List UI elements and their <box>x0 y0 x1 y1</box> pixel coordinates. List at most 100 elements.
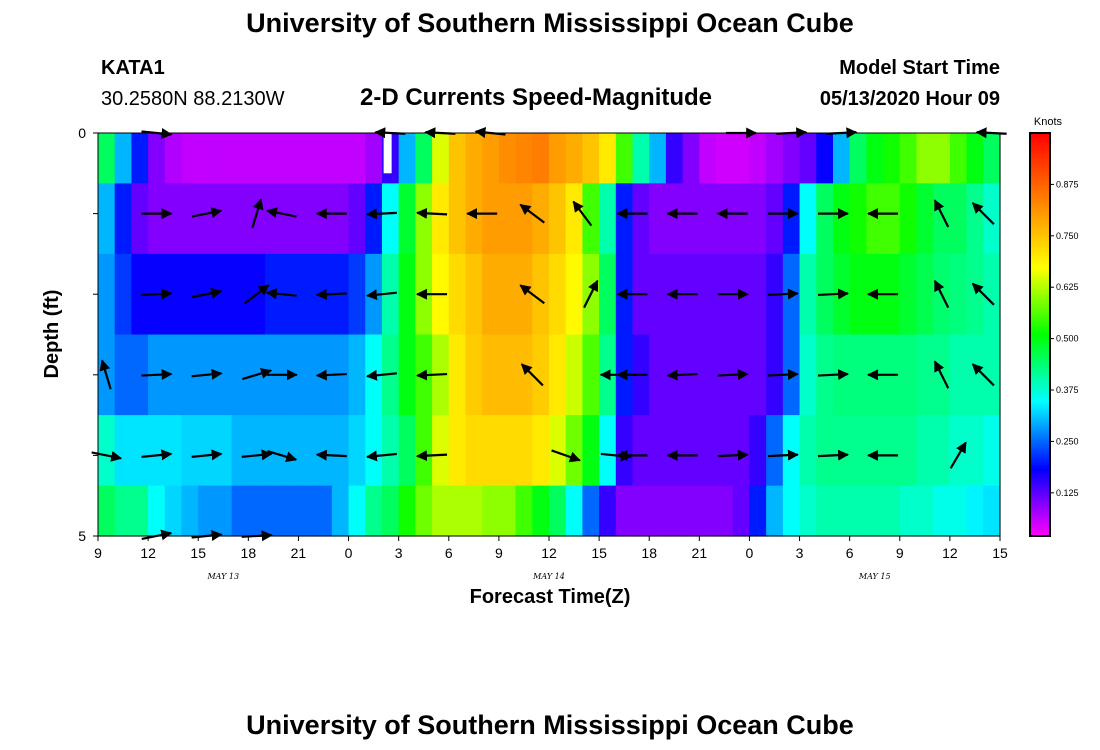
colorbar-step <box>1030 392 1050 396</box>
current-vector <box>666 369 698 381</box>
colorbar-step <box>1030 525 1050 530</box>
colorbar-step <box>1030 326 1050 331</box>
heatmap-cell <box>883 183 901 255</box>
colorbar-step <box>1030 306 1050 310</box>
heatmap-cell <box>482 183 500 255</box>
heatmap-cell <box>883 485 901 537</box>
heatmap-cell <box>214 415 233 487</box>
current-vector <box>415 369 448 381</box>
colorbar-step <box>1030 314 1050 318</box>
heatmap-cell <box>248 133 266 184</box>
heatmap-cell <box>582 485 600 537</box>
colorbar-step <box>1030 339 1050 343</box>
current-vector <box>415 450 448 462</box>
x-tick-label: 12 <box>140 545 156 561</box>
colorbar-step <box>1030 379 1050 383</box>
colorbar-step <box>1030 138 1050 142</box>
heatmap-cell <box>365 485 383 537</box>
colorbar-step <box>1030 165 1050 169</box>
colorbar-step <box>1030 198 1050 202</box>
heatmap-cell <box>365 133 383 184</box>
colorbar-step <box>1030 188 1050 192</box>
heatmap-cell <box>148 133 166 184</box>
x-tick-label: 15 <box>992 545 1008 561</box>
heatmap-cell <box>699 183 717 255</box>
heatmap-cell <box>599 133 617 184</box>
heatmap-cell <box>615 415 634 487</box>
heatmap-cell <box>265 415 283 487</box>
model-start-label: Model Start Time <box>839 57 1000 79</box>
heatmap-cell <box>164 183 183 255</box>
heatmap-cell <box>131 253 149 336</box>
colorbar-step <box>1030 457 1050 462</box>
heatmap-cell <box>114 334 132 416</box>
heatmap-cell <box>916 485 934 537</box>
colorbar-step <box>1030 513 1050 517</box>
colorbar-step <box>1030 530 1050 535</box>
heatmap-cell <box>348 334 366 416</box>
heatmap-cell <box>782 183 801 255</box>
colorbar-step <box>1030 216 1050 220</box>
colorbar-step <box>1030 450 1050 454</box>
colorbar-step <box>1030 367 1050 371</box>
date-label: MAY 13 <box>206 572 239 581</box>
heatmap-cell <box>866 133 884 184</box>
heatmap-cell <box>816 485 834 537</box>
colorbar-step <box>1030 263 1050 268</box>
heatmap-cell <box>699 253 717 336</box>
colorbar-step <box>1030 324 1050 328</box>
colorbar-step <box>1030 258 1050 263</box>
colorbar-step <box>1030 352 1050 356</box>
heatmap-cell <box>549 253 567 336</box>
heatmap-cell <box>515 183 533 255</box>
heatmap-cell <box>114 485 132 537</box>
model-start-value: 05/13/2020 Hour 09 <box>819 88 1000 110</box>
colorbar-step <box>1030 354 1050 358</box>
heatmap-cell <box>649 485 667 537</box>
heatmap-cell <box>682 133 700 184</box>
heatmap-cell <box>398 485 416 537</box>
heatmap-cell <box>131 183 149 255</box>
heatmap-cell <box>615 485 634 537</box>
colorbar-step <box>1030 143 1050 147</box>
current-vector <box>551 449 581 463</box>
colorbar-step <box>1030 150 1050 154</box>
colorbar-step <box>1030 329 1050 333</box>
colorbar-step <box>1030 145 1050 149</box>
colorbar-frame <box>1029 132 1051 537</box>
heatmap-cell <box>565 253 583 336</box>
heatmap-cell <box>482 485 500 537</box>
heatmap-cell <box>114 183 132 255</box>
heatmap-cell <box>148 183 166 255</box>
heatmap-cell <box>432 183 450 255</box>
current-vector <box>817 288 850 300</box>
current-vector <box>933 279 950 309</box>
heatmap-cell <box>265 485 283 537</box>
heatmap-cell <box>632 183 650 255</box>
heatmap-cell <box>415 485 433 537</box>
colorbar-step <box>1030 269 1050 273</box>
heatmap-cell <box>515 253 533 336</box>
colorbar-step <box>1030 422 1050 426</box>
colorbar-tick-label: 0.375 <box>1056 385 1079 395</box>
colorbar-step <box>1030 415 1050 419</box>
date-label: MAY 15 <box>858 572 891 581</box>
heatmap-cell <box>883 415 901 487</box>
colorbar-step <box>1030 203 1050 207</box>
colorbar-step <box>1030 503 1050 507</box>
heatmap-cell <box>832 415 851 487</box>
heatmap-cell <box>799 253 817 336</box>
current-vector <box>365 289 397 301</box>
heatmap-cell <box>949 334 968 416</box>
heatmap-cell <box>816 183 834 255</box>
current-vector <box>767 288 799 300</box>
heatmap-cell <box>899 253 918 336</box>
colorbar-step <box>1030 374 1050 378</box>
heatmap-cell <box>465 133 483 184</box>
colorbar-step <box>1030 362 1050 366</box>
heatmap-cell <box>832 485 851 537</box>
colorbar-step <box>1030 206 1050 210</box>
heatmap-cell <box>782 485 801 537</box>
colorbar-step <box>1030 148 1050 152</box>
colorbar-step <box>1030 299 1050 303</box>
